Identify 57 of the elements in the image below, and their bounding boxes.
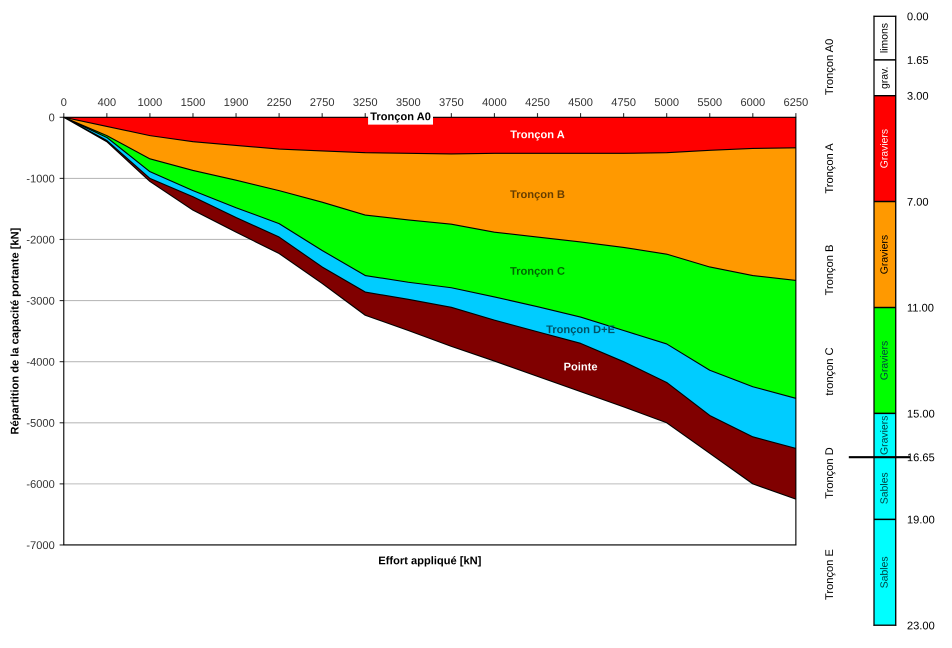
x-tick-label: 5500 [698,98,722,106]
x-tick-label: 1500 [181,98,205,106]
series-label: Tronçon C [510,266,565,278]
series-label: Graviers [880,341,888,380]
x-axis-title: Effort appliqué [kN] [379,556,481,567]
x-tick-label: 3500 [396,98,420,106]
y-tick-label: -1000 [26,174,54,183]
y-tick-label: -2000 [26,236,54,244]
x-tick-label: 6250 [784,98,808,106]
y-tick-label: 11.00 [908,304,934,312]
series-label: Tronçon A [510,130,564,140]
series-label: Pointe [564,362,598,370]
series-label: limons [880,23,888,52]
x-tick-label: 0 [61,98,66,106]
y-axis-title: Répartition de la capacité portante [kN] [10,228,21,434]
text: Tronçon A [825,143,836,194]
x-tick-label: 2750 [310,98,334,106]
series-label: Sables [880,556,888,588]
x-tick-label: 400 [98,98,116,106]
y-tick-label: 16.65 [908,453,934,462]
y-tick-label: 7.00 [908,198,928,206]
series-label: Graviers [880,235,888,274]
series-label: Graviers [880,416,888,454]
y-tick-label: 0.00 [907,12,928,20]
series-label: Tronçon D+E [546,325,615,336]
text: Tronçon A0 [825,39,836,95]
x-tick-label: 4750 [612,98,636,106]
x-tick-label: 6000 [741,98,765,106]
series-label: Sables [880,472,888,504]
y-tick-label: 3.00 [907,92,928,100]
x-tick-label: 4500 [568,98,592,106]
x-tick-label: 5000 [654,98,679,106]
y-tick-label: 19.00 [908,516,934,524]
y-tick-label: 15.00 [908,410,934,418]
series-label: Graviers [880,129,888,168]
text: Tronçon B [825,245,836,296]
y-tick-label: -7000 [26,541,54,550]
y-tick-label: 23.00 [908,622,934,630]
annotation: Tronçon A0 [370,112,430,122]
x-tick-label: 3250 [353,98,378,106]
x-tick-label: 1000 [138,98,162,106]
x-tick-label: 2250 [267,98,292,106]
series-label: grav. [882,68,890,89]
text: tronçon C [825,348,836,396]
x-tick-label: 4250 [525,98,550,106]
y-tick-label: -3000 [26,296,54,305]
y-tick-label: -4000 [26,358,54,366]
text: Tronçon D [825,448,836,499]
y-tick-label: -6000 [26,480,54,488]
y-tick-label: -5000 [26,419,54,427]
y-tick-label: 0 [49,114,54,122]
text: Tronçon E [825,550,836,600]
y-tick-label: 1.65 [908,56,928,64]
x-tick-label: 4000 [482,98,506,106]
x-tick-label: 1900 [224,98,248,106]
x-tick-label: 3750 [439,98,464,106]
series-label: Tronçon B [510,190,564,200]
